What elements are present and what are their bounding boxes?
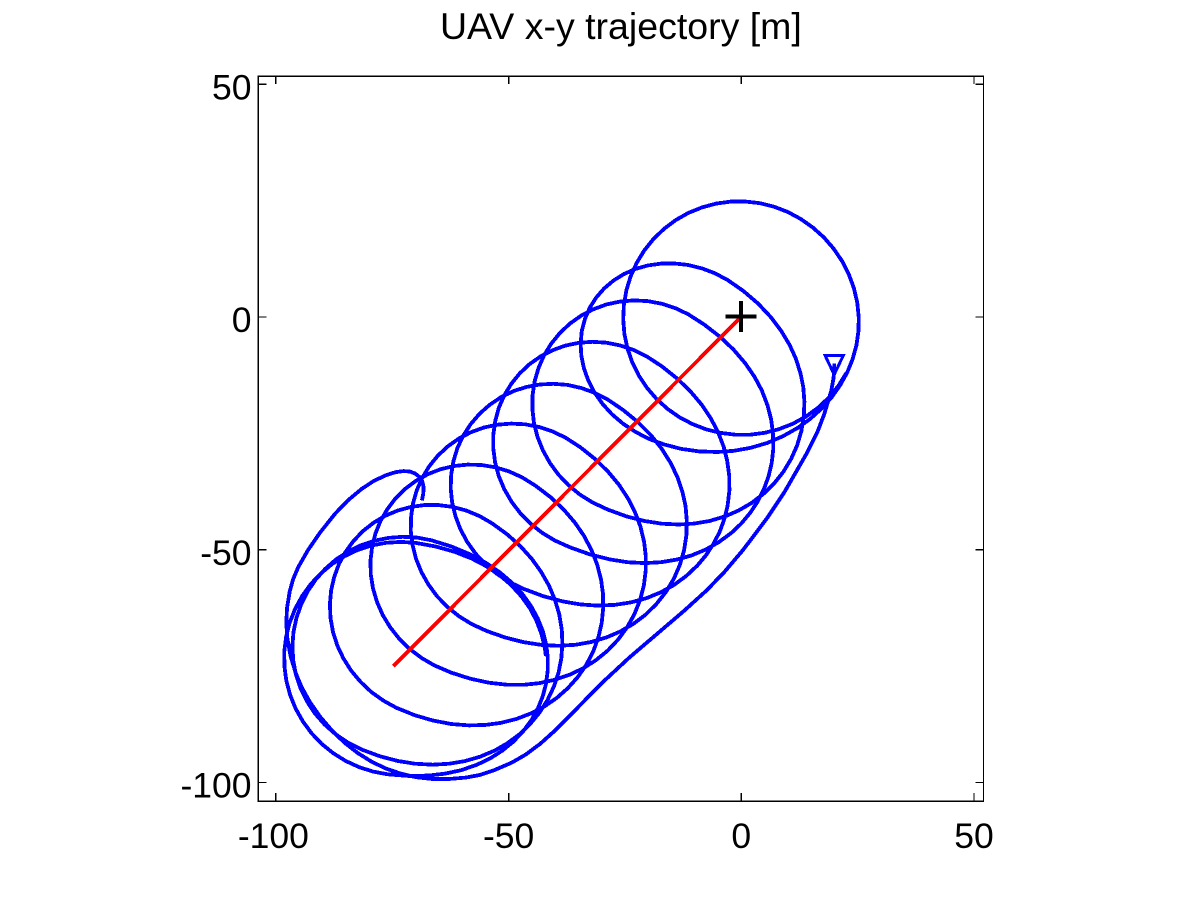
svg-text:-100: -100 <box>180 766 251 806</box>
svg-text:50: 50 <box>954 816 994 856</box>
svg-text:0: 0 <box>232 300 252 340</box>
svg-text:50: 50 <box>212 67 252 107</box>
svg-text:0: 0 <box>731 816 751 856</box>
svg-text:-100: -100 <box>238 816 309 856</box>
svg-text:-50: -50 <box>200 533 251 573</box>
svg-text:-50: -50 <box>483 816 534 856</box>
svg-text:UAV x-y trajectory [m]: UAV x-y trajectory [m] <box>440 5 802 47</box>
